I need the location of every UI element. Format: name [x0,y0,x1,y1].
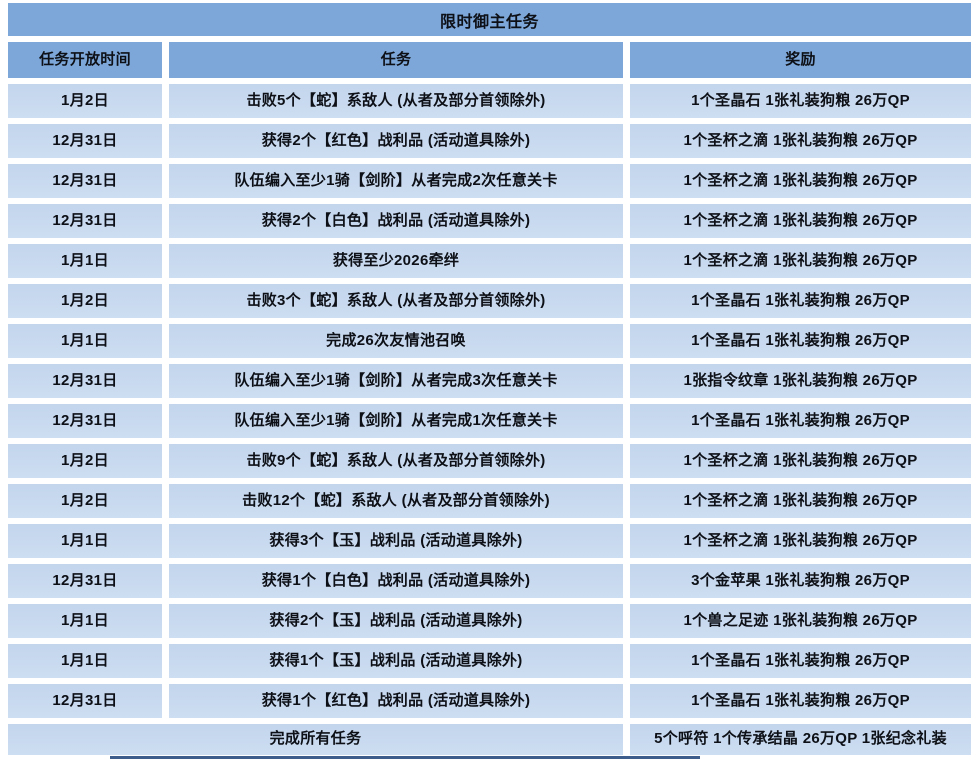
table-row: 1月2日 击败12个【蛇】系敌人 (从者及部分首领除外) 1个圣杯之滴 1张礼装狗粮… [8,484,971,518]
table-row: 1月1日 获得2个【玉】战利品 (活动道具除外) 1个兽之足迹 1张礼装狗粮 26万… [8,604,971,638]
table-row: 12月31日 队伍编入至少1骑【剑阶】从者完成1次任意关卡 1个圣晶石 1张礼装狗粮… [8,404,971,438]
table-row: 12月31日 获得1个【白色】战利品 (活动道具除外) 3个金苹果 1张礼装狗粮 2… [8,564,971,598]
row-mission-cell: 击败5个【蛇】系敌人 (从者及部分首领除外) [169,84,623,118]
table-body: 1月2日 击败5个【蛇】系敌人 (从者及部分首领除外) 1个圣晶石 1张礼装狗粮 2… [8,84,971,718]
row-mission-cell: 获得2个【玉】战利品 (活动道具除外) [169,604,623,638]
column-header-reward: 奖励 [630,42,971,78]
table-row: 1月1日 完成26次友情池召唤 1个圣晶石 1张礼装狗粮 26万QP [8,324,971,358]
row-reward-cell: 1个圣晶石 1张礼装狗粮 26万QP [630,84,971,118]
row-reward-cell: 1个兽之足迹 1张礼装狗粮 26万QP [630,604,971,638]
table-row: 12月31日 获得1个【红色】战利品 (活动道具除外) 1个圣晶石 1张礼装狗粮 2… [8,684,971,718]
row-date-cell: 1月1日 [8,524,162,558]
row-mission-cell: 队伍编入至少1骑【剑阶】从者完成1次任意关卡 [169,404,623,438]
column-header-mission: 任务 [169,42,623,78]
table-footer-row: 完成所有任务 5个呼符 1个传承结晶 26万QP 1张纪念礼装 [8,724,971,755]
row-mission-cell: 获得2个【白色】战利品 (活动道具除外) [169,204,623,238]
row-reward-cell: 1个圣杯之滴 1张礼装狗粮 26万QP [630,444,971,478]
row-date-cell: 12月31日 [8,364,162,398]
table-row: 12月31日 队伍编入至少1骑【剑阶】从者完成2次任意关卡 1个圣杯之滴 1张礼装狗… [8,164,971,198]
footer-reward-cell: 5个呼符 1个传承结晶 26万QP 1张纪念礼装 [630,724,971,755]
row-date-cell: 12月31日 [8,124,162,158]
row-reward-cell: 3个金苹果 1张礼装狗粮 26万QP [630,564,971,598]
row-reward-cell: 1个圣杯之滴 1张礼装狗粮 26万QP [630,204,971,238]
row-date-cell: 1月1日 [8,644,162,678]
row-reward-cell: 1个圣晶石 1张礼装狗粮 26万QP [630,404,971,438]
table-row: 1月1日 获得3个【玉】战利品 (活动道具除外) 1个圣杯之滴 1张礼装狗粮 26万… [8,524,971,558]
row-reward-cell: 1个圣杯之滴 1张礼装狗粮 26万QP [630,164,971,198]
row-mission-cell: 获得1个【红色】战利品 (活动道具除外) [169,684,623,718]
row-date-cell: 12月31日 [8,164,162,198]
row-reward-cell: 1个圣晶石 1张礼装狗粮 26万QP [630,324,971,358]
row-date-cell: 12月31日 [8,684,162,718]
table-row: 12月31日 获得2个【红色】战利品 (活动道具除外) 1个圣杯之滴 1张礼装狗粮 … [8,124,971,158]
table-title: 限时御主任务 [8,3,971,36]
row-date-cell: 1月2日 [8,444,162,478]
footer-mission-cell: 完成所有任务 [8,724,623,755]
table-row: 1月2日 击败3个【蛇】系敌人 (从者及部分首领除外) 1个圣晶石 1张礼装狗粮 2… [8,284,971,318]
row-reward-cell: 1个圣杯之滴 1张礼装狗粮 26万QP [630,124,971,158]
row-reward-cell: 1个圣晶石 1张礼装狗粮 26万QP [630,284,971,318]
row-mission-cell: 获得至少2026牵绊 [169,244,623,278]
row-date-cell: 1月1日 [8,604,162,638]
table-row: 1月2日 击败5个【蛇】系敌人 (从者及部分首领除外) 1个圣晶石 1张礼装狗粮 2… [8,84,971,118]
row-mission-cell: 击败3个【蛇】系敌人 (从者及部分首领除外) [169,284,623,318]
column-header-open-time: 任务开放时间 [8,42,162,78]
row-date-cell: 1月1日 [8,244,162,278]
row-date-cell: 1月1日 [8,324,162,358]
row-reward-cell: 1个圣杯之滴 1张礼装狗粮 26万QP [630,484,971,518]
row-mission-cell: 队伍编入至少1骑【剑阶】从者完成2次任意关卡 [169,164,623,198]
row-reward-cell: 1个圣杯之滴 1张礼装狗粮 26万QP [630,524,971,558]
row-mission-cell: 获得1个【白色】战利品 (活动道具除外) [169,564,623,598]
row-date-cell: 1月2日 [8,484,162,518]
row-mission-cell: 获得3个【玉】战利品 (活动道具除外) [169,524,623,558]
row-reward-cell: 1张指令纹章 1张礼装狗粮 26万QP [630,364,971,398]
table-header-row: 任务开放时间 任务 奖励 [8,42,971,78]
row-mission-cell: 获得1个【玉】战利品 (活动道具除外) [169,644,623,678]
bottom-partial-line [110,756,700,759]
row-mission-cell: 完成26次友情池召唤 [169,324,623,358]
row-reward-cell: 1个圣晶石 1张礼装狗粮 26万QP [630,684,971,718]
table-row: 12月31日 获得2个【白色】战利品 (活动道具除外) 1个圣杯之滴 1张礼装狗粮 … [8,204,971,238]
table-row: 12月31日 队伍编入至少1骑【剑阶】从者完成3次任意关卡 1张指令纹章 1张礼装狗… [8,364,971,398]
row-date-cell: 1月2日 [8,284,162,318]
table-row: 1月2日 击败9个【蛇】系敌人 (从者及部分首领除外) 1个圣杯之滴 1张礼装狗粮 … [8,444,971,478]
row-date-cell: 12月31日 [8,404,162,438]
row-reward-cell: 1个圣晶石 1张礼装狗粮 26万QP [630,644,971,678]
table-row: 1月1日 获得1个【玉】战利品 (活动道具除外) 1个圣晶石 1张礼装狗粮 26万Q… [8,644,971,678]
row-date-cell: 12月31日 [8,564,162,598]
table-row: 1月1日 获得至少2026牵绊 1个圣杯之滴 1张礼装狗粮 26万QP [8,244,971,278]
row-mission-cell: 队伍编入至少1骑【剑阶】从者完成3次任意关卡 [169,364,623,398]
row-mission-cell: 击败12个【蛇】系敌人 (从者及部分首领除外) [169,484,623,518]
row-mission-cell: 击败9个【蛇】系敌人 (从者及部分首领除外) [169,444,623,478]
row-reward-cell: 1个圣杯之滴 1张礼装狗粮 26万QP [630,244,971,278]
row-mission-cell: 获得2个【红色】战利品 (活动道具除外) [169,124,623,158]
row-date-cell: 1月2日 [8,84,162,118]
row-date-cell: 12月31日 [8,204,162,238]
